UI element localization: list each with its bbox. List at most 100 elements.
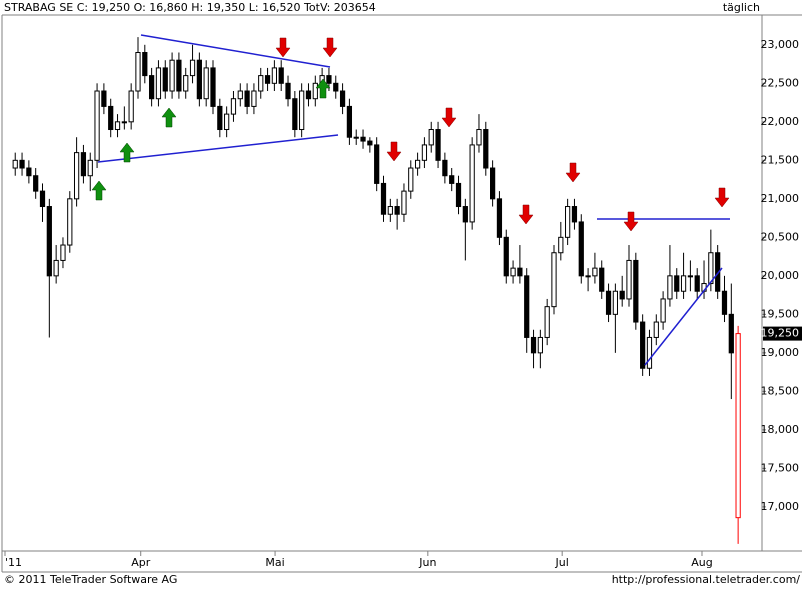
candle-body (94, 90, 100, 161)
trend-line (644, 267, 723, 366)
candle-body (80, 152, 87, 177)
candle-body (558, 236, 564, 254)
candle-body (189, 59, 196, 77)
candle-body (578, 221, 584, 277)
candle-body (39, 190, 46, 208)
candle-body (326, 75, 332, 84)
candle-body (537, 336, 543, 354)
candle-body (728, 313, 734, 354)
candle-body (503, 236, 509, 277)
candle-body (653, 321, 659, 338)
candle-body (565, 206, 571, 238)
candle-body (680, 275, 687, 292)
candle-body (435, 129, 441, 161)
candle-body (87, 159, 93, 177)
y-tick-label: 18,000 (761, 423, 800, 436)
candle-body (469, 144, 475, 223)
candle-body (694, 275, 700, 292)
candle-body (483, 129, 489, 169)
candle-body (360, 136, 366, 142)
candle-body (46, 206, 52, 277)
candle-body (169, 59, 175, 92)
candle-body (26, 167, 32, 177)
candle-body (551, 252, 557, 308)
candle-body (735, 333, 741, 519)
y-tick-label: 20,500 (761, 230, 800, 243)
candle-body (646, 336, 653, 369)
candle-body (237, 90, 243, 100)
candle-body (394, 206, 400, 215)
candle-body (449, 175, 455, 184)
y-tick-label: 19,500 (761, 307, 800, 320)
candle-body (339, 90, 346, 107)
candle-body (687, 275, 694, 278)
candle-body (67, 198, 73, 246)
candle-body (333, 82, 339, 92)
candle-body (271, 67, 277, 84)
candle-body (455, 182, 462, 208)
candle-body (312, 82, 318, 100)
candle-body (305, 90, 312, 100)
candle-body (524, 275, 530, 338)
candle-body (421, 144, 428, 161)
candle-body (258, 75, 264, 92)
candle-body (33, 175, 39, 192)
candle-body (128, 90, 134, 123)
y-tick-label: 17,500 (761, 461, 800, 474)
candle-body (292, 98, 298, 131)
candle-body (599, 267, 605, 292)
candle-body (496, 198, 503, 238)
candle-body (135, 52, 141, 92)
x-tick-label: Apr (131, 556, 151, 569)
candle-body (517, 267, 523, 277)
candle-body (101, 90, 107, 107)
candle-body (380, 182, 387, 215)
y-tick-label: 18,500 (761, 384, 800, 397)
y-tick-label: 19,000 (761, 346, 800, 359)
candle-body (612, 290, 618, 315)
candle-body (585, 275, 591, 278)
candle-body (285, 82, 291, 100)
candle-body (108, 105, 114, 131)
candle-body (401, 190, 407, 215)
candle-body (442, 159, 448, 177)
candle-body (353, 136, 359, 139)
candle-body (387, 206, 393, 215)
candle-body (121, 121, 127, 124)
y-tick-label: 21,000 (761, 192, 800, 205)
candle-body (605, 290, 612, 315)
candle-body (264, 75, 271, 84)
y-tick-label: 22,000 (761, 115, 800, 128)
x-tick-label: '11 (5, 556, 22, 569)
candle-body (196, 59, 202, 100)
candle-body (414, 159, 421, 169)
candle-body (176, 59, 182, 92)
candle-body (203, 67, 209, 100)
candle-body (462, 206, 468, 223)
candle-body (142, 52, 148, 77)
last-price-label: 19,250 (761, 327, 800, 340)
candle-body (155, 67, 162, 100)
candle-body (73, 152, 80, 200)
candle-body (708, 252, 714, 285)
candle-body (640, 321, 646, 369)
footer-copyright: © 2011 TeleTrader Software AG (4, 573, 177, 586)
candle-body (210, 67, 216, 107)
y-tick-label: 20,000 (761, 269, 800, 282)
candle-body (12, 159, 18, 169)
candle-body (217, 105, 223, 131)
trend-line (140, 34, 331, 68)
candle-body (626, 259, 632, 300)
y-tick-label: 17,000 (761, 500, 800, 513)
candle-body (251, 90, 257, 107)
candle-body (53, 259, 59, 277)
annotations (91, 34, 730, 366)
candle-body (633, 259, 639, 323)
candle-body (374, 144, 380, 184)
x-tick-label: Jul (555, 556, 569, 569)
candle-body (721, 290, 728, 315)
y-tick-label: 22,500 (761, 76, 800, 89)
candle-body (530, 336, 537, 354)
candle-body (510, 267, 516, 277)
